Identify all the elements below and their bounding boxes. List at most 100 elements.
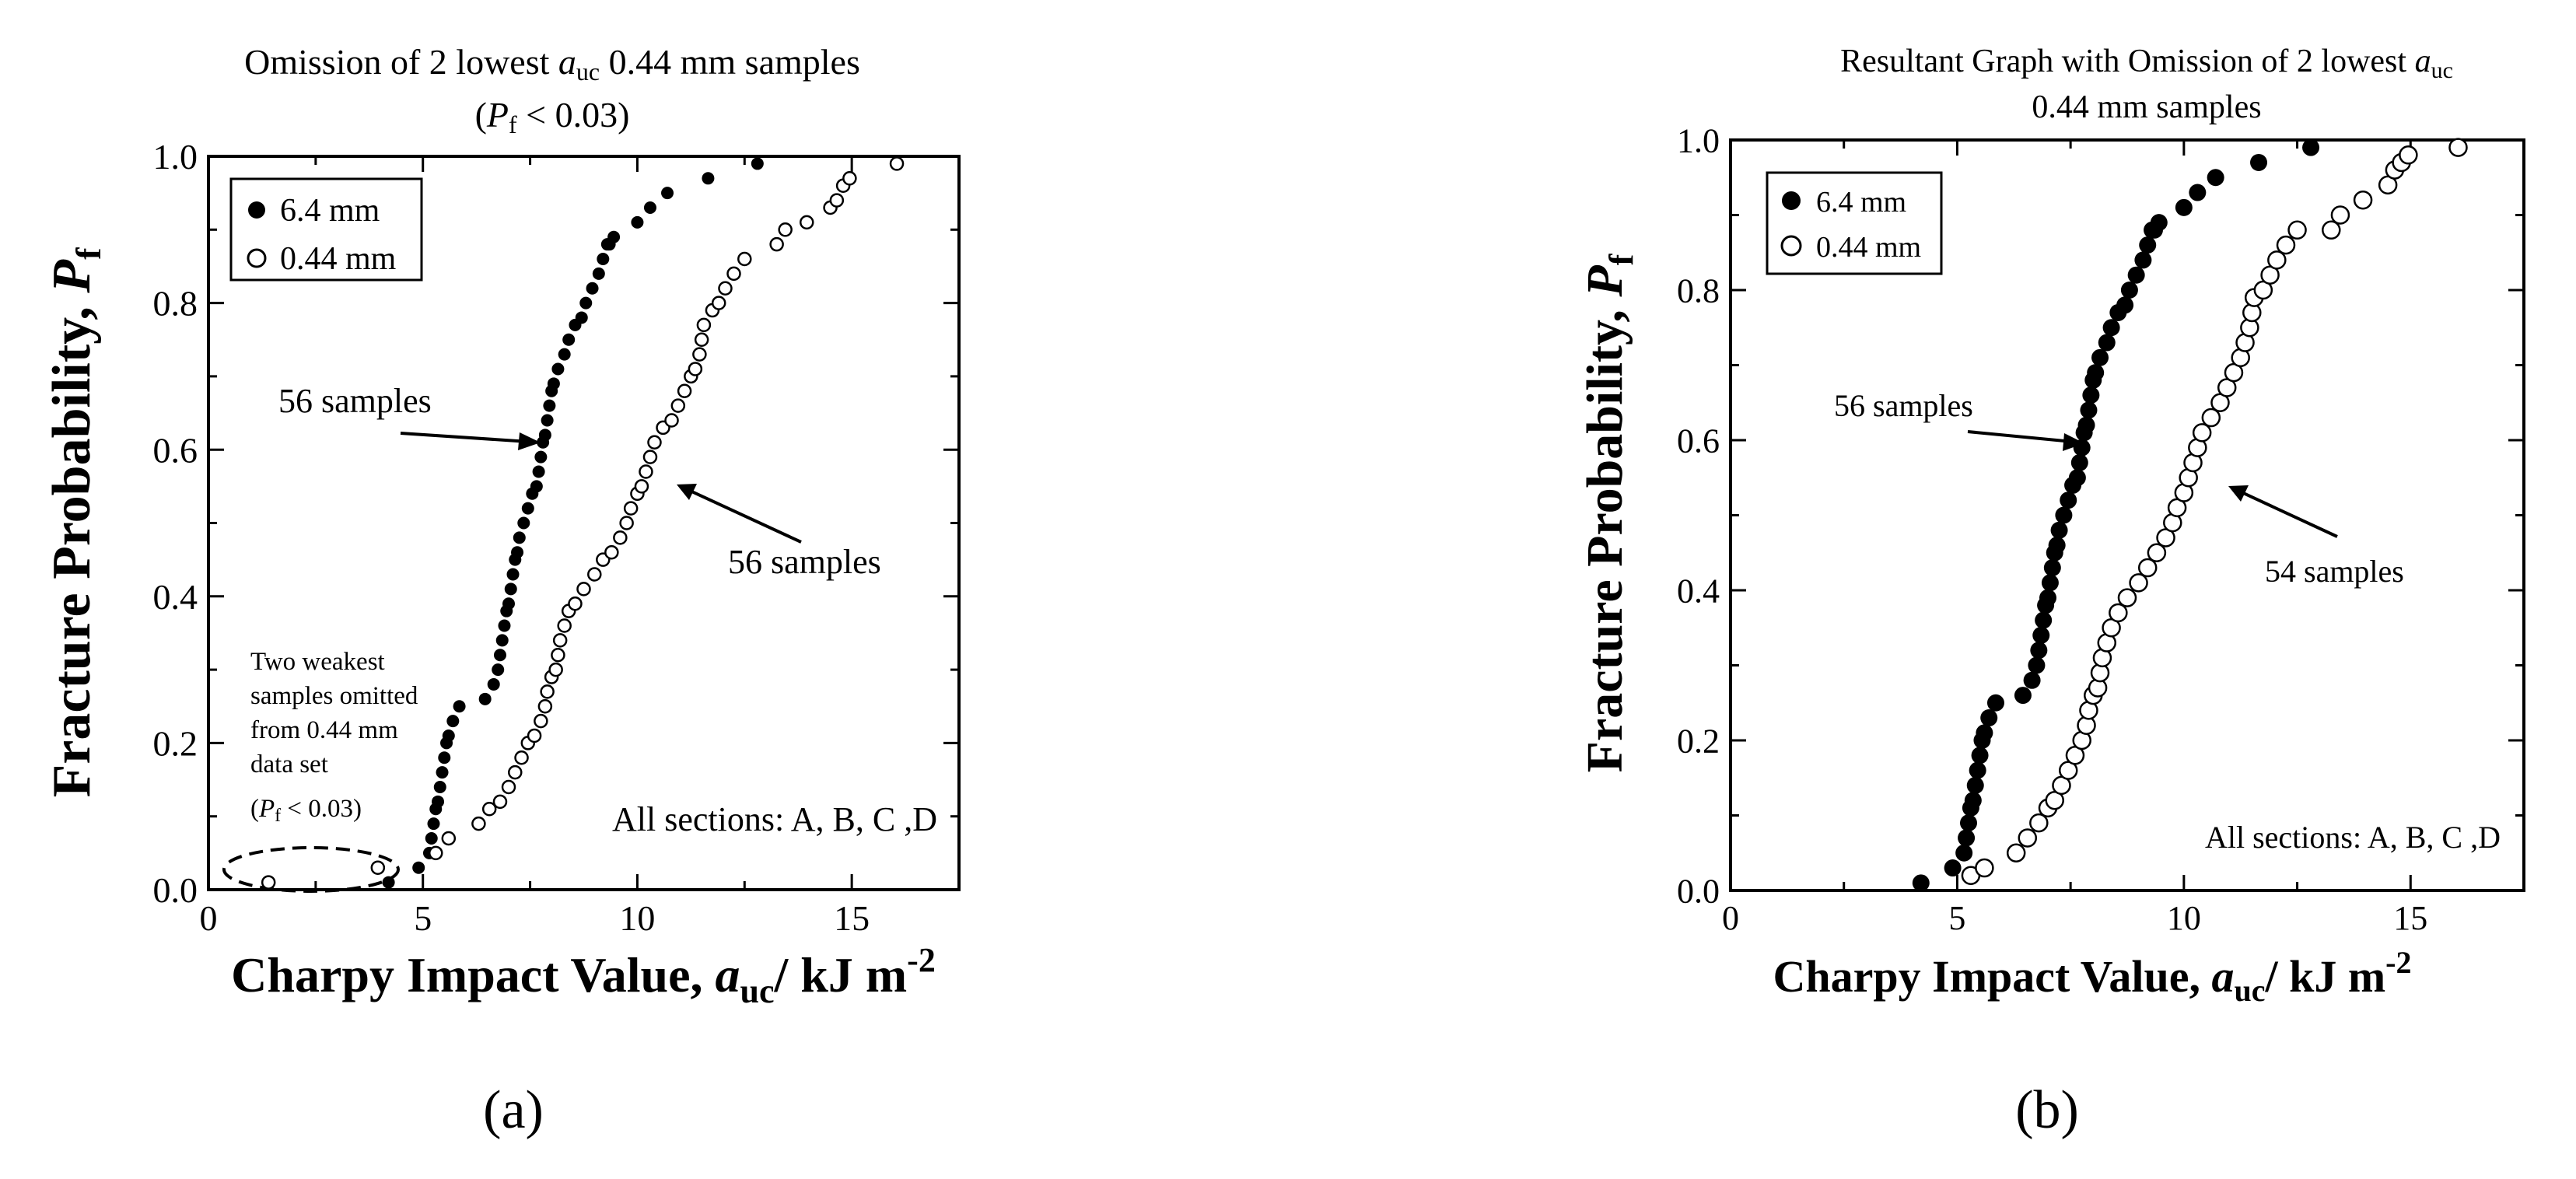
- data-point: [2127, 266, 2145, 284]
- chart-b-legend-label-6-4: 6.4 mm: [1816, 186, 1906, 219]
- data-point: [2267, 250, 2287, 270]
- data-point: [579, 296, 593, 310]
- data-point: [1960, 814, 1977, 832]
- y-tick-label: 1.0: [153, 137, 198, 177]
- data-point: [711, 296, 726, 310]
- chart-b-annotation-56-samples: 56 samples: [1834, 388, 1973, 423]
- data-point: [2028, 656, 2046, 674]
- data-point: [2030, 642, 2048, 659]
- data-point: [540, 684, 555, 699]
- data-point: [534, 713, 548, 729]
- data-point: [2018, 828, 2038, 848]
- y-tick-label: 0.8: [153, 284, 198, 324]
- data-point: [495, 634, 509, 647]
- data-point: [441, 831, 457, 846]
- data-point: [2322, 220, 2341, 240]
- data-point: [2014, 687, 2032, 705]
- data-point: [737, 251, 752, 267]
- data-point: [498, 619, 511, 632]
- data-point: [576, 582, 591, 596]
- panel-a: Omission of 2 lowest auc 0.44 mm samples…: [42, 42, 961, 1140]
- data-point: [442, 729, 455, 742]
- data-point: [613, 530, 628, 545]
- data-point: [433, 780, 446, 793]
- data-point: [493, 649, 506, 662]
- chart-a-omit-note-line5: (Pf < 0.03): [250, 795, 362, 826]
- data-point: [514, 750, 529, 765]
- data-point: [471, 816, 486, 831]
- data-point: [718, 281, 733, 296]
- data-point: [696, 317, 712, 333]
- data-point: [778, 222, 793, 237]
- data-point: [642, 450, 658, 464]
- chart-b-sections-note: All sections: A, B, C ,D: [2205, 820, 2501, 855]
- data-point: [1980, 709, 1998, 727]
- chart-a-annotation-56-samples-1: 56 samples: [278, 382, 432, 420]
- data-point: [478, 692, 492, 705]
- chart-b-title-line2: 0.44 mm samples: [2032, 89, 2261, 125]
- data-point: [2117, 588, 2137, 607]
- data-point: [2080, 401, 2098, 419]
- data-point: [751, 157, 764, 170]
- data-point: [548, 662, 563, 677]
- data-point: [1976, 724, 1993, 742]
- data-point: [508, 764, 523, 780]
- data-point: [631, 215, 644, 229]
- data-point: [2060, 492, 2077, 509]
- data-point: [382, 876, 395, 889]
- data-point: [552, 633, 568, 648]
- data-point: [688, 362, 703, 376]
- data-point: [2029, 813, 2049, 833]
- chart-b-legend-label-0-44: 0.44 mm: [1816, 231, 1921, 264]
- chart-a-legend-marker-filled: [248, 201, 265, 219]
- data-point: [261, 875, 276, 890]
- x-tick-label: 0: [200, 898, 218, 938]
- data-point: [2048, 537, 2066, 555]
- data-point: [2043, 559, 2061, 577]
- chart-b-annotation-54-samples: 54 samples: [2265, 554, 2404, 589]
- data-point: [2035, 611, 2053, 629]
- data-point: [438, 751, 451, 764]
- x-tick-label: 10: [619, 898, 655, 938]
- data-point: [530, 480, 543, 493]
- x-tick-label: 5: [414, 898, 432, 938]
- x-tick-label: 0: [1722, 899, 1739, 937]
- chart-a-series-6-4mm: [382, 157, 764, 889]
- data-point: [2109, 603, 2128, 623]
- data-point: [2276, 235, 2296, 255]
- chart-b-series-0-44mm: [1961, 138, 2468, 885]
- data-point: [2070, 453, 2088, 471]
- chart-a-arrowhead-1: [518, 432, 541, 450]
- y-tick-label: 0.0: [1677, 872, 1720, 910]
- data-point: [412, 861, 425, 874]
- data-point: [541, 414, 554, 427]
- panel-label-a: (a): [483, 1080, 544, 1140]
- chart-a-arrow-1: [400, 432, 530, 443]
- data-point: [446, 715, 460, 728]
- data-point: [2129, 573, 2148, 593]
- data-point: [2399, 145, 2418, 165]
- data-point: [664, 413, 679, 428]
- data-point: [1986, 694, 2004, 712]
- data-point: [534, 450, 548, 464]
- y-tick-label: 0.6: [1677, 422, 1720, 460]
- data-point: [2250, 153, 2268, 171]
- chart-b-title-line1: Resultant Graph with Omission of 2 lowes…: [1840, 44, 2453, 83]
- data-point: [2150, 214, 2168, 232]
- data-point: [702, 172, 715, 185]
- data-point: [2050, 521, 2068, 539]
- data-point: [551, 647, 565, 663]
- data-point: [425, 831, 438, 845]
- data-point: [504, 583, 517, 596]
- y-tick-label: 0.4: [153, 577, 198, 617]
- data-point: [436, 766, 449, 779]
- x-tick-label: 15: [834, 898, 870, 938]
- panel-b: Resultant Graph with Omission of 2 lowes…: [1577, 44, 2525, 1140]
- data-point: [2302, 138, 2320, 156]
- data-point: [562, 333, 576, 346]
- data-point: [604, 544, 619, 560]
- data-point: [2207, 169, 2224, 187]
- data-point: [1958, 829, 1976, 847]
- data-point: [2102, 319, 2120, 337]
- data-point: [587, 567, 602, 582]
